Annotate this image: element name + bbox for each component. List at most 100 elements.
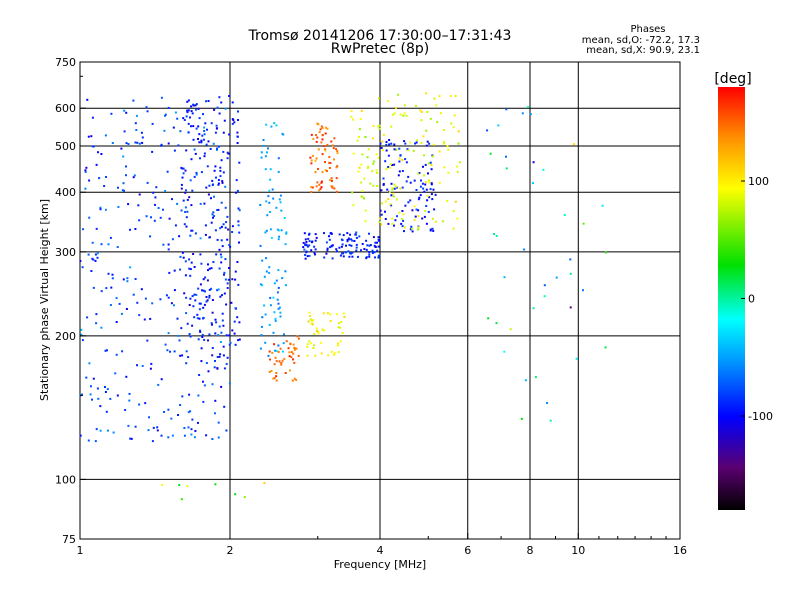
data-point	[138, 142, 141, 145]
data-point	[205, 434, 208, 437]
data-point	[316, 136, 319, 139]
data-point	[136, 141, 139, 144]
data-point	[224, 107, 227, 110]
data-point	[195, 108, 197, 111]
data-point	[431, 217, 434, 220]
data-point	[237, 207, 240, 210]
data-point	[335, 166, 338, 169]
data-point	[148, 416, 150, 419]
data-point	[387, 222, 390, 225]
data-point	[443, 166, 446, 169]
data-point	[310, 162, 313, 165]
data-point	[214, 332, 217, 335]
data-point	[222, 324, 225, 327]
data-point	[428, 181, 431, 184]
data-point	[90, 135, 93, 138]
data-point	[402, 114, 405, 117]
data-point	[151, 122, 154, 125]
data-point	[382, 183, 385, 186]
data-point	[146, 181, 149, 184]
x-tick-label: 1	[77, 544, 84, 557]
data-point	[605, 251, 607, 254]
data-point	[104, 134, 107, 137]
data-point	[186, 210, 189, 213]
data-point	[231, 231, 234, 233]
data-point	[292, 343, 295, 346]
data-point	[366, 167, 369, 169]
data-point	[435, 104, 438, 107]
data-point	[141, 141, 144, 144]
data-point	[149, 235, 152, 238]
data-point	[228, 267, 230, 269]
data-point	[430, 193, 433, 196]
data-point	[109, 236, 112, 239]
data-point	[339, 254, 342, 257]
data-point	[391, 164, 393, 166]
data-point	[146, 339, 149, 342]
data-point	[338, 233, 341, 236]
data-point	[505, 108, 508, 111]
data-point	[304, 243, 307, 246]
data-point	[190, 158, 193, 161]
data-point	[366, 244, 369, 247]
data-point	[415, 104, 417, 107]
data-point	[109, 397, 112, 400]
data-point	[136, 364, 138, 367]
data-point	[302, 246, 305, 249]
data-point	[425, 188, 428, 191]
data-point	[457, 142, 460, 145]
data-point	[189, 410, 192, 413]
data-point	[401, 159, 404, 161]
data-point	[413, 219, 416, 221]
data-point	[127, 424, 130, 427]
data-point	[187, 122, 190, 125]
data-point	[198, 317, 201, 320]
data-point	[348, 255, 351, 258]
data-point	[217, 183, 220, 186]
data-point	[404, 204, 407, 207]
data-point	[200, 139, 203, 142]
data-point	[425, 205, 428, 207]
data-point	[224, 206, 227, 209]
data-point	[305, 241, 308, 243]
data-point	[282, 350, 284, 353]
data-point	[405, 161, 408, 164]
data-point	[280, 362, 283, 364]
data-point	[311, 320, 314, 323]
data-point	[377, 245, 380, 248]
data-point	[409, 181, 412, 184]
data-point	[383, 133, 385, 136]
data-point	[187, 99, 190, 102]
data-point	[213, 195, 215, 198]
data-point	[81, 393, 83, 396]
data-point	[220, 331, 223, 334]
data-point	[96, 387, 99, 390]
data-point	[125, 165, 127, 168]
data-point	[104, 208, 107, 211]
data-point	[414, 142, 417, 145]
data-point	[81, 266, 84, 269]
data-point	[203, 303, 206, 306]
x-tick-label: 4	[377, 544, 384, 557]
data-point	[371, 170, 374, 173]
data-point	[95, 163, 98, 166]
data-point	[380, 223, 383, 226]
data-point	[336, 152, 339, 155]
data-point	[342, 234, 345, 237]
data-point	[330, 350, 333, 353]
data-point	[319, 128, 322, 131]
data-point	[213, 169, 216, 172]
data-point	[306, 255, 309, 258]
data-point	[176, 317, 179, 320]
data-point	[321, 328, 324, 331]
data-point	[203, 155, 206, 158]
data-point	[275, 360, 278, 363]
data-point	[264, 231, 267, 234]
data-point	[194, 104, 197, 107]
data-point	[314, 239, 317, 242]
data-point	[198, 308, 201, 311]
data-point	[215, 253, 218, 256]
data-point	[325, 170, 328, 172]
data-point	[292, 352, 295, 355]
